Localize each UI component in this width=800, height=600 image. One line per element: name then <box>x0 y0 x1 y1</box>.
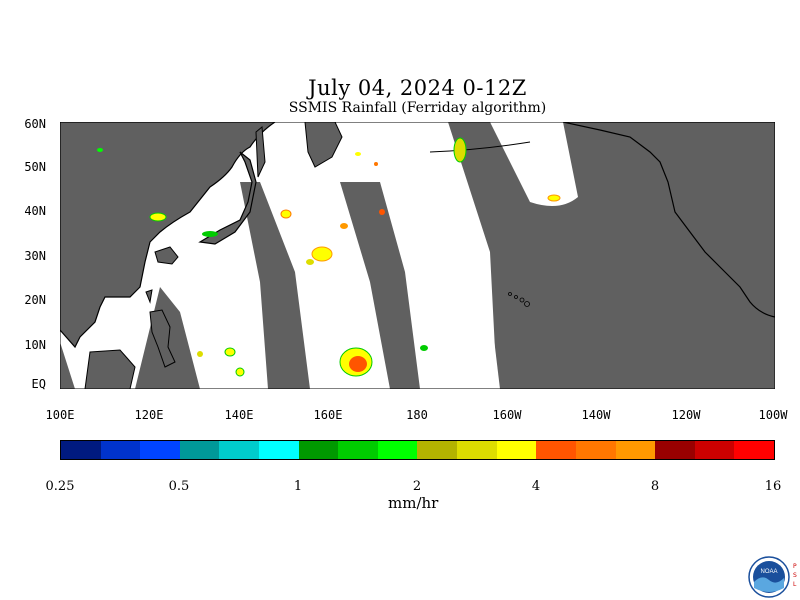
rain-patch <box>374 162 378 166</box>
lon-label-140w: 140W <box>581 408 611 422</box>
colorbar-swatch-7 <box>338 441 378 459</box>
lon-label-140e: 140E <box>224 408 254 422</box>
colorbar-swatch-13 <box>575 441 616 459</box>
map-title: July 04, 2024 0-12Z <box>308 76 527 100</box>
lon-label-100w: 100W <box>758 408 788 422</box>
noaa-logo: NOAA <box>748 556 790 598</box>
colorbar-swatch-3 <box>179 441 220 459</box>
borneo-landmass <box>84 349 136 389</box>
colorbar-tick-8: 8 <box>650 479 660 494</box>
rainfall-patches <box>97 137 561 377</box>
lat-label-60n: 60N <box>24 117 46 131</box>
rain-patch <box>97 148 103 152</box>
colorbar-unit-label: mm/hr <box>388 494 439 512</box>
colorbar-swatch-14 <box>615 441 656 459</box>
philippines-landmass <box>149 309 176 368</box>
rain-patch <box>224 347 236 357</box>
colorbar-swatch-12 <box>536 441 576 459</box>
rain-patch <box>202 231 218 237</box>
rainfall-map <box>60 122 775 389</box>
psl-logo-text: P S L <box>793 563 797 588</box>
colorbar-swatch-4 <box>219 441 260 459</box>
taiwan-landmass <box>145 289 153 304</box>
colorbar-swatch-17 <box>734 441 774 459</box>
colorbar-tick-0.25: 0.25 <box>45 479 75 494</box>
map-subtitle: SSMIS Rainfall (Ferriday algorithm) <box>288 100 547 116</box>
asia-landmass <box>60 122 277 349</box>
rain-patch <box>355 152 361 156</box>
rainfall-colorbar <box>60 440 775 460</box>
colorbar-swatch-1 <box>100 441 141 459</box>
north-america-landmass <box>562 122 775 318</box>
lat-label-eq: EQ <box>31 377 46 391</box>
rain-patch <box>197 351 203 357</box>
colorbar-tick-16: 16 <box>764 479 782 494</box>
colorbar-swatch-15 <box>655 441 695 459</box>
aleutian-islands <box>429 141 531 153</box>
colorbar-swatch-6 <box>298 441 339 459</box>
colorbar-swatch-8 <box>377 441 418 459</box>
rain-patch <box>379 209 385 215</box>
lon-label-120e: 120E <box>134 408 164 422</box>
colorbar-tick-4: 4 <box>531 479 541 494</box>
rain-patch <box>349 356 367 372</box>
kamchatka-landmass <box>304 122 343 168</box>
colorbar-swatch-5 <box>259 441 299 459</box>
colorbar-tick-0.5: 0.5 <box>168 479 190 494</box>
lat-label-40n: 40N <box>24 204 46 218</box>
colorbar-swatch-11 <box>496 441 537 459</box>
noaa-logo-text: NOAA <box>760 569 777 575</box>
rain-patch <box>340 223 348 229</box>
sakhalin-landmass <box>255 126 266 178</box>
colorbar-tick-1: 1 <box>293 479 303 494</box>
colorbar-tick-2: 2 <box>412 479 422 494</box>
colorbar-swatch-0 <box>61 441 101 459</box>
lon-label-120w: 120W <box>671 408 701 422</box>
rain-patch <box>149 212 167 222</box>
lon-label-100e: 100E <box>45 408 75 422</box>
lat-label-20n: 20N <box>24 293 46 307</box>
rain-patch <box>235 367 245 377</box>
rain-patch <box>453 137 467 163</box>
lat-label-10n: 10N <box>24 338 46 352</box>
rain-patch <box>280 209 292 219</box>
rain-patch <box>420 345 428 351</box>
colorbar-swatch-16 <box>694 441 735 459</box>
lon-label-160w: 160W <box>492 408 522 422</box>
japan-landmass <box>198 151 257 245</box>
lat-label-30n: 30N <box>24 249 46 263</box>
rain-patch <box>547 194 561 202</box>
colorbar-swatch-10 <box>457 441 497 459</box>
lat-label-50n: 50N <box>24 160 46 174</box>
hawaii-islands <box>508 292 530 307</box>
lon-label-180: 180 <box>406 408 428 422</box>
korea-landmass <box>154 246 179 265</box>
rain-patch <box>311 246 333 262</box>
colorbar-swatch-9 <box>417 441 458 459</box>
lon-label-160e: 160E <box>313 408 343 422</box>
rain-patch <box>306 259 314 265</box>
colorbar-swatch-2 <box>140 441 180 459</box>
